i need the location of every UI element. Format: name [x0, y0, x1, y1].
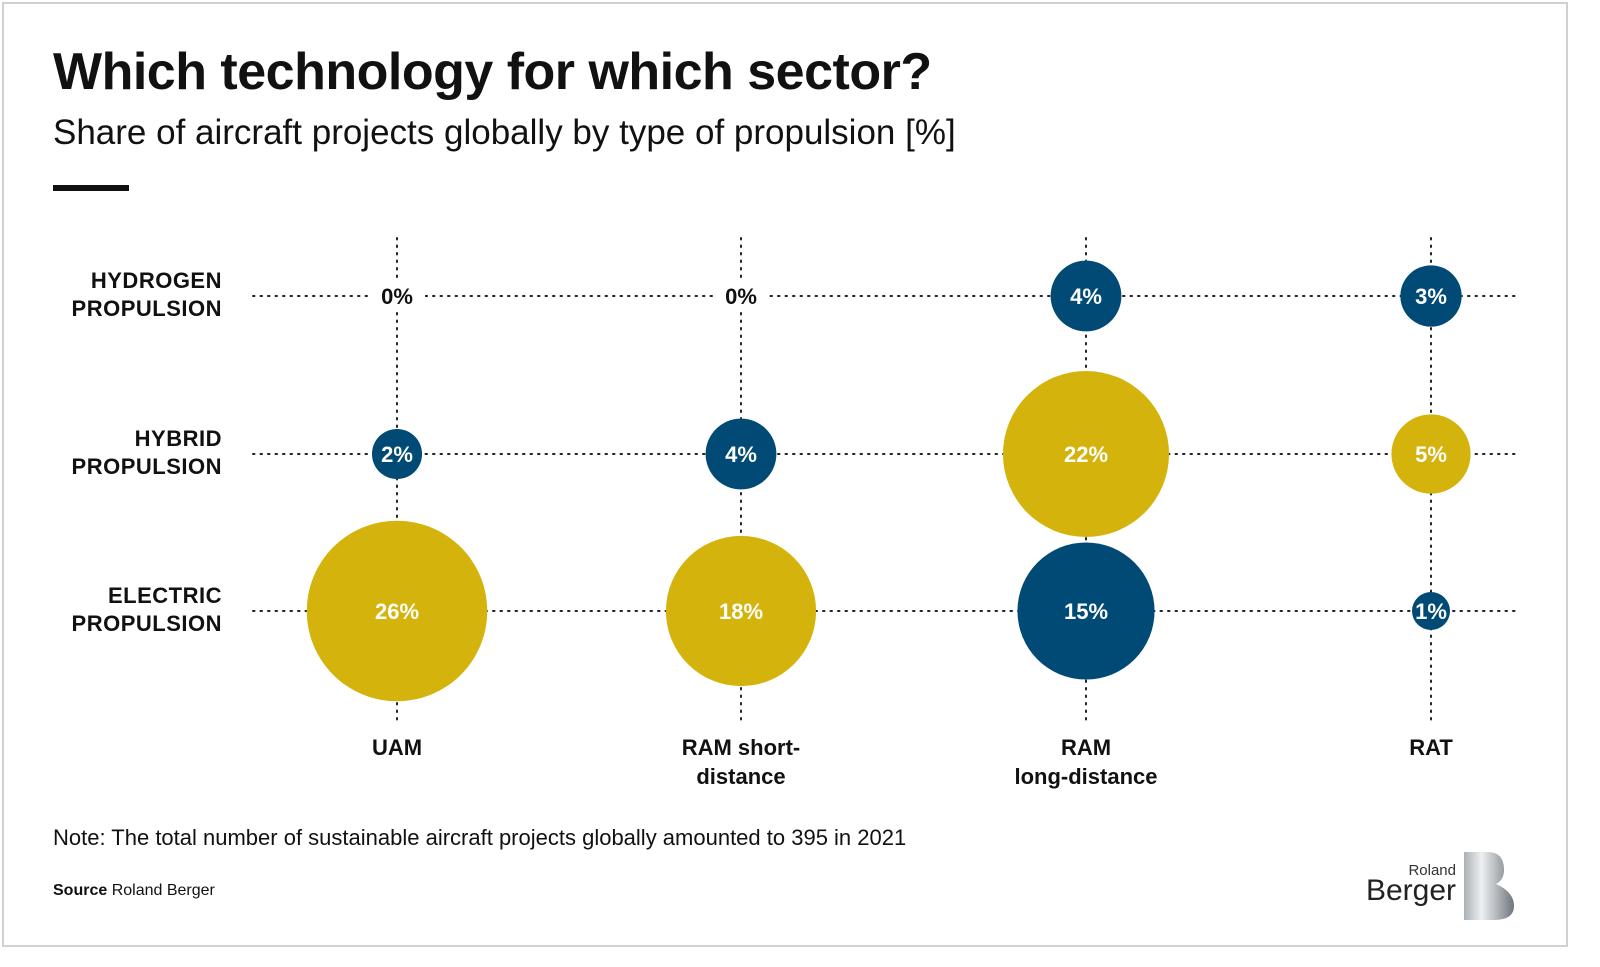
category-label: distance [696, 764, 785, 789]
row-label: PROPULSION [72, 296, 222, 321]
bubble-value-label: 18% [719, 599, 763, 624]
bubble-value-label: 5% [1415, 442, 1447, 467]
bubble [1400, 265, 1462, 327]
label-background [369, 280, 425, 312]
bubble-value-label: 15% [1064, 599, 1108, 624]
category-label: RAT [1409, 735, 1453, 760]
bubble-value-label: 4% [725, 442, 757, 467]
bubble-value-label: 26% [375, 599, 419, 624]
bubble-value-label: 0% [381, 284, 413, 309]
row-label: HYBRID [135, 426, 222, 451]
bubble [665, 535, 817, 687]
logo-text-berger: Berger [1365, 874, 1456, 907]
source-line: Source Roland Berger [53, 882, 215, 900]
row-label: ELECTRIC [108, 583, 222, 608]
row-label: PROPULSION [72, 611, 222, 636]
bubble-value-label: 22% [1064, 442, 1108, 467]
logo-text-roland: Roland [1408, 862, 1456, 879]
bubble [705, 418, 777, 490]
bubble [371, 428, 423, 480]
bubble-value-label: 4% [1070, 284, 1102, 309]
chart-subtitle: Share of aircraft projects globally by t… [53, 113, 956, 152]
chart-note: Note: The total number of sustainable ai… [53, 825, 907, 850]
source-label: Source [53, 882, 108, 899]
roland-berger-logo: Roland Berger [1365, 850, 1518, 922]
row-label: HYDROGEN [91, 268, 222, 293]
bubble-value-label: 1% [1415, 599, 1447, 624]
bubble-value-label: 2% [381, 442, 413, 467]
category-label: UAM [372, 735, 422, 760]
title-rule [53, 185, 129, 191]
source-text: Roland Berger [111, 882, 215, 899]
bubble-value-label: 3% [1415, 284, 1447, 309]
label-background [713, 280, 769, 312]
category-label: RAM [1061, 735, 1111, 760]
bubble [306, 520, 488, 702]
bubble [1050, 260, 1122, 332]
bubble [1017, 542, 1155, 680]
category-label: long-distance [1014, 764, 1157, 789]
bubble [1412, 592, 1450, 630]
logo-b-mark [1464, 852, 1514, 920]
chart-frame [2, 2, 1568, 947]
bubble-value-label: 0% [725, 284, 757, 309]
chart-title: Which technology for which sector? [53, 43, 932, 101]
bubble [1391, 414, 1471, 494]
bubble [1002, 370, 1170, 538]
category-label: RAM short- [682, 735, 801, 760]
row-label: PROPULSION [72, 454, 222, 479]
